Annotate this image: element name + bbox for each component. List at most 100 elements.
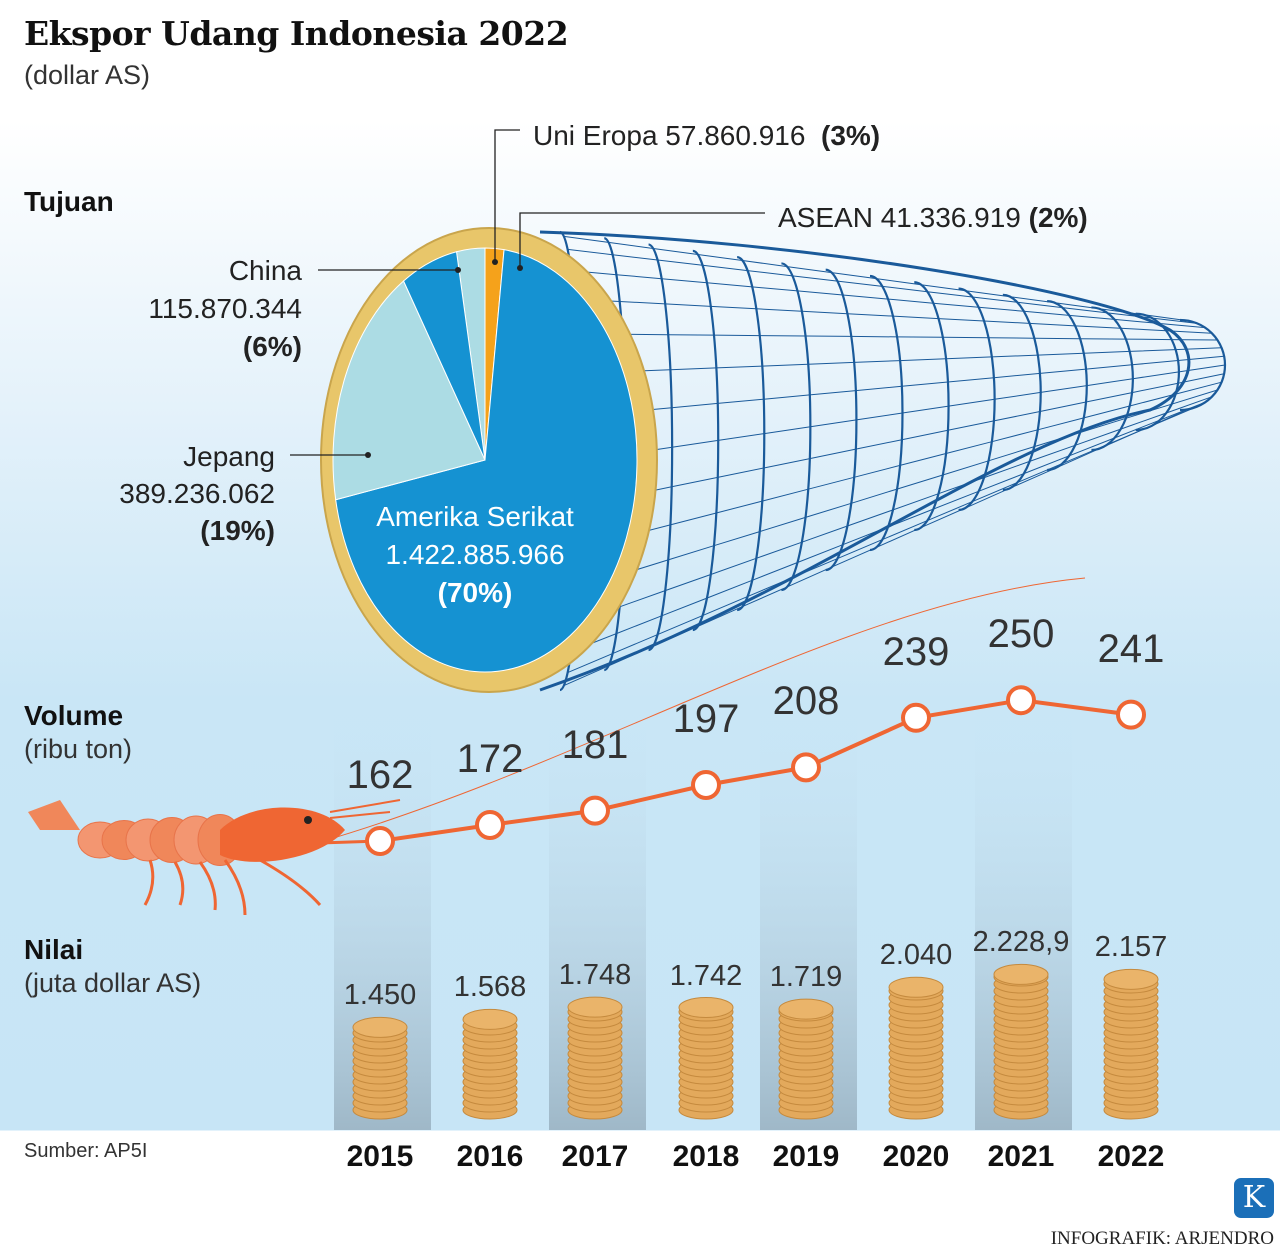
label-china: China 115.870.344 (6%) xyxy=(148,255,302,362)
coin-top xyxy=(1103,968,1159,990)
nilai-label: 1.742 xyxy=(669,959,743,992)
kompas-logo: K xyxy=(1234,1178,1274,1218)
coin-stack xyxy=(778,998,834,1120)
leader-dot xyxy=(365,452,371,458)
net-line xyxy=(567,406,1198,674)
volume-label: 239 xyxy=(882,629,950,674)
shrimp-leg xyxy=(143,859,155,906)
page-title: Ekspor Udang Indonesia 2022 xyxy=(24,14,569,53)
shrimp-leg xyxy=(259,858,322,906)
volume-line xyxy=(379,698,1132,843)
net-line xyxy=(576,389,1218,589)
antenna-curve xyxy=(319,577,1086,843)
year-label: 2018 xyxy=(672,1140,740,1173)
pie-slice-china xyxy=(402,251,486,461)
volume-label: 208 xyxy=(772,679,840,724)
volume-point xyxy=(691,770,721,800)
volume-label: 241 xyxy=(1097,626,1165,671)
shrimp-leg xyxy=(173,861,185,906)
label-uni-eropa: Uni Eropa 57.860.916 (3%) xyxy=(533,120,881,151)
leader-dot xyxy=(517,265,523,271)
shrimp-icon xyxy=(28,799,401,916)
net-line xyxy=(578,347,1222,374)
net-line xyxy=(579,355,1225,417)
net-ring xyxy=(869,274,904,552)
nilai-label: 1.450 xyxy=(343,979,417,1012)
shrimp-leg xyxy=(223,859,247,916)
source-note: Sumber: AP5I xyxy=(24,1140,148,1162)
nilai-label: 1.748 xyxy=(558,959,632,992)
coin-top xyxy=(888,976,944,998)
year-label: 2020 xyxy=(882,1140,950,1173)
coin-stack xyxy=(888,976,944,1120)
volume-label: 172 xyxy=(456,737,524,781)
volume-label: 197 xyxy=(672,697,740,741)
section-nilai-unit: (juta dollar AS) xyxy=(24,968,202,998)
credit: INFOGRAFIK: ARJENDRO xyxy=(1050,1228,1274,1249)
shrimp-antenna xyxy=(329,799,401,819)
net-line xyxy=(579,364,1226,462)
coin-stack xyxy=(352,1016,408,1120)
net-ring xyxy=(1179,318,1227,412)
volume-point xyxy=(475,810,505,840)
shrimp-head xyxy=(220,807,345,862)
volume-label: 181 xyxy=(561,722,629,767)
net-line xyxy=(574,298,1212,334)
coin-top xyxy=(778,998,834,1020)
nilai-label: 2.228,9 xyxy=(972,926,1070,959)
volume-point xyxy=(1116,699,1146,730)
shrimp-tail xyxy=(28,800,80,830)
volume-point xyxy=(791,752,821,783)
leader-dot xyxy=(455,267,461,273)
volume-label: 250 xyxy=(987,612,1055,657)
coin-top xyxy=(462,1008,518,1030)
volume-point xyxy=(580,795,610,826)
year-label: 2017 xyxy=(561,1140,629,1173)
volume-label: 162 xyxy=(346,753,414,797)
pie-slice-amerika-serikat xyxy=(335,249,638,673)
net-line xyxy=(576,333,1218,341)
label-jepang: Jepang 389.236.062 (19%) xyxy=(119,441,275,546)
leader-line xyxy=(519,212,765,268)
section-tujuan: Tujuan xyxy=(24,186,114,217)
coin-stack xyxy=(462,1008,518,1120)
label-amerika-serikat: Amerika Serikat 1.422.885.966 (70%) xyxy=(376,501,574,608)
shrimp-leg xyxy=(198,861,217,911)
pie-slice-jepang xyxy=(332,280,486,501)
net-line xyxy=(579,373,1225,507)
coin-stack xyxy=(678,997,734,1120)
volume-point xyxy=(365,826,395,856)
year-label: 2022 xyxy=(1097,1140,1165,1173)
net-line xyxy=(563,235,1189,322)
coin-top xyxy=(993,963,1049,985)
year-label: 2021 xyxy=(987,1140,1055,1173)
net-line xyxy=(578,381,1222,550)
label-asean: ASEAN 41.336.919 (2%) xyxy=(778,202,1088,233)
volume-point xyxy=(901,702,931,733)
leader-line xyxy=(494,129,520,262)
leader-dot xyxy=(492,259,498,265)
shrimp-eye xyxy=(304,816,312,824)
net-ring xyxy=(958,287,996,512)
net-line xyxy=(567,248,1198,324)
section-nilai: Nilai xyxy=(24,934,84,965)
section-volume-unit: (ribu ton) xyxy=(24,734,133,764)
volume-point xyxy=(1006,685,1036,716)
net-line xyxy=(573,396,1212,624)
year-label: 2016 xyxy=(456,1140,524,1173)
net-ring xyxy=(914,281,950,532)
coin-top xyxy=(352,1016,408,1038)
coin-top xyxy=(678,997,734,1019)
coin-stack xyxy=(993,963,1049,1120)
nilai-label: 2.157 xyxy=(1094,931,1168,964)
nilai-label: 1.568 xyxy=(453,971,527,1004)
nilai-label: 2.040 xyxy=(879,939,953,972)
coin-stack xyxy=(1103,968,1159,1120)
page-subtitle: (dollar AS) xyxy=(24,60,151,90)
section-volume: Volume xyxy=(24,700,124,731)
year-label: 2019 xyxy=(772,1140,840,1173)
nilai-label: 1.719 xyxy=(769,961,843,994)
net-line xyxy=(571,270,1206,329)
year-label: 2015 xyxy=(346,1140,414,1173)
